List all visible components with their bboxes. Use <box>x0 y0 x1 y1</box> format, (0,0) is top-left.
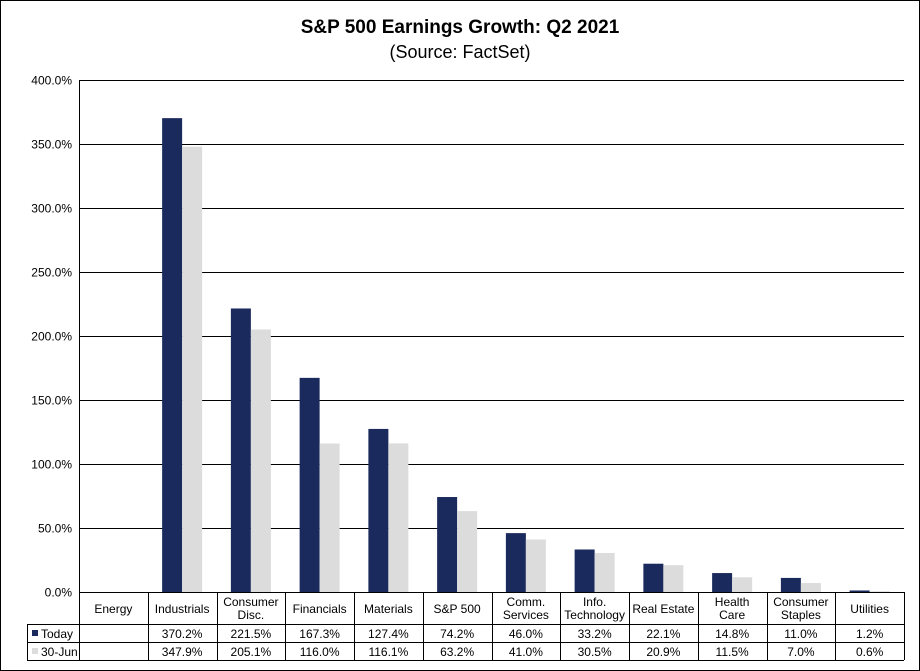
legend-label: 30-Jun <box>41 645 78 659</box>
category-label: Services <box>503 608 549 622</box>
bar-today <box>368 428 389 592</box>
y-tick-label: 250.0% <box>31 266 72 280</box>
data-label: 33.2% <box>578 627 612 641</box>
data-label: 20.9% <box>646 645 680 659</box>
category-label: Disc. <box>238 608 265 622</box>
bar-today <box>574 549 595 592</box>
data-label: 221.5% <box>231 627 272 641</box>
bar-jun30 <box>800 583 821 592</box>
data-label: 74.2% <box>440 627 474 641</box>
bar-jun30 <box>732 577 753 592</box>
data-label: 11.0% <box>784 627 817 641</box>
bar-today <box>162 118 183 593</box>
bar-today <box>712 573 733 592</box>
category-label: Info. <box>583 595 606 609</box>
data-label: 46.0% <box>509 627 543 641</box>
data-label: 167.3% <box>299 627 340 641</box>
data-label: 347.9% <box>162 645 203 659</box>
y-tick-label: 350.0% <box>31 138 72 152</box>
data-label: 1.2% <box>856 627 884 641</box>
y-tick-label: 150.0% <box>31 394 72 408</box>
category-label: Comm. <box>507 595 546 609</box>
data-label: 22.1% <box>646 627 680 641</box>
bar-today <box>437 497 458 592</box>
category-label: Energy <box>94 602 132 616</box>
category-label: Technology <box>564 608 625 622</box>
chart-title: S&P 500 Earnings Growth: Q2 2021 <box>300 17 620 38</box>
category-label: Materials <box>364 602 413 616</box>
bar-jun30 <box>594 552 615 592</box>
category-label: Industrials <box>155 602 210 616</box>
data-label: 116.0% <box>300 645 340 659</box>
data-label: 63.2% <box>440 645 474 659</box>
bar-jun30 <box>525 539 546 592</box>
y-tick-label: 400.0% <box>31 74 72 88</box>
bar-today <box>230 308 251 592</box>
category-label: Care <box>719 608 745 622</box>
data-label: 30.5% <box>578 645 612 659</box>
bar-today <box>780 577 801 592</box>
data-label: 0.6% <box>856 645 884 659</box>
bar-jun30 <box>250 329 271 592</box>
bar-jun30 <box>388 443 409 592</box>
bar-jun30 <box>182 146 203 593</box>
y-tick-label: 300.0% <box>31 202 72 216</box>
category-label: Consumer <box>773 595 828 609</box>
bar-jun30 <box>663 565 684 592</box>
data-label: 7.0% <box>787 645 815 659</box>
bar-today <box>505 533 526 592</box>
chart-subtitle: (Source: FactSet) <box>389 42 531 62</box>
legend-key-today <box>32 630 38 636</box>
category-label: Health <box>715 595 750 609</box>
data-label: 11.5% <box>716 645 749 659</box>
bar-jun30 <box>869 591 890 592</box>
y-tick-label: 0.0% <box>45 586 73 600</box>
category-label: Utilities <box>850 602 889 616</box>
bar-jun30 <box>457 511 478 592</box>
data-label: 116.1% <box>368 645 408 659</box>
data-label: 127.4% <box>368 627 409 641</box>
y-tick-label: 100.0% <box>31 458 72 472</box>
y-tick-label: 50.0% <box>38 522 72 536</box>
category-label: Financials <box>293 602 347 616</box>
category-label: Real Estate <box>632 602 694 616</box>
bar-today <box>299 377 320 592</box>
legend-label: Today <box>41 627 73 641</box>
data-label: 205.1% <box>231 645 272 659</box>
category-label: S&P 500 <box>434 602 481 616</box>
category-label: Consumer <box>223 595 278 609</box>
category-label: Staples <box>781 608 821 622</box>
bar-today <box>643 563 664 592</box>
data-label: 41.0% <box>509 645 543 659</box>
legend-key-jun30 <box>32 648 38 654</box>
data-label: 14.8% <box>715 627 749 641</box>
bar-today <box>849 590 870 592</box>
bar-jun30 <box>319 443 340 592</box>
data-label: 370.2% <box>162 627 203 641</box>
y-tick-label: 200.0% <box>31 330 72 344</box>
